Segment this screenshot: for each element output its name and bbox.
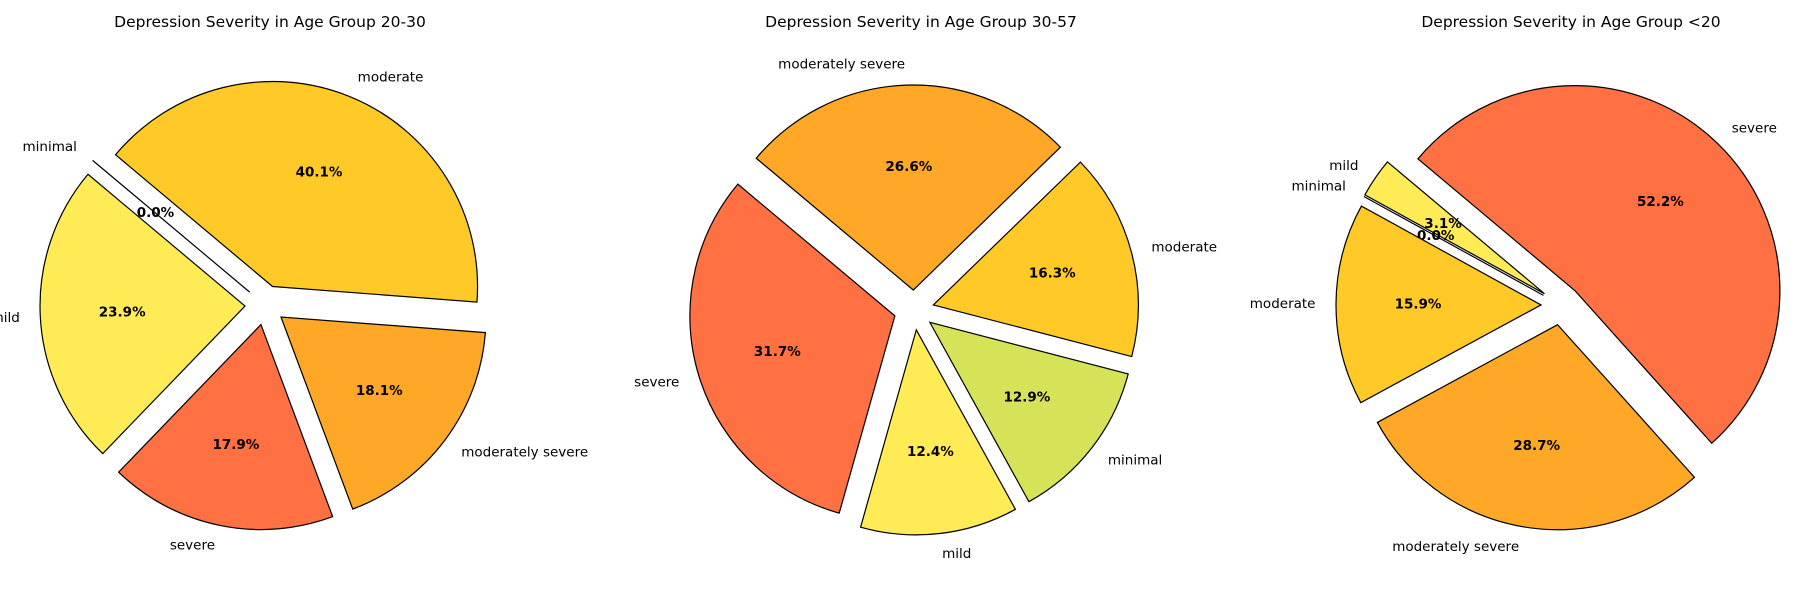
slice-label: moderately severe (778, 57, 905, 73)
slice-wedge (1417, 85, 1781, 445)
slice-percentage: 26.6% (885, 159, 932, 175)
slice-percentage: 52.2% (1637, 194, 1684, 210)
slice-percentage: 12.4% (907, 444, 954, 460)
slice-percentage: 28.7% (1513, 438, 1560, 454)
slice-severe: severe 17.9% (117, 323, 334, 553)
slice-label: moderate (1151, 239, 1217, 255)
slice-percentage: 18.1% (356, 383, 403, 399)
slice-wedge (117, 323, 334, 531)
slice-severe: severe 31.7% (634, 183, 896, 514)
slice-severe: severe 52.2% (1417, 85, 1781, 445)
slice-label: mild (1329, 158, 1358, 174)
slice-label: mild (0, 310, 20, 326)
slice-percentage: 40.1% (296, 165, 343, 181)
slice-moderate: moderate 40.1% (114, 70, 479, 303)
slice-mild: mild 12.4% (859, 328, 1017, 562)
pie-slices: severe 31.7% mild 12.4% minimal 12.9% moderate… (634, 57, 1217, 562)
slice-percentage: 16.3% (1029, 266, 1076, 282)
slice-wedge (755, 84, 1062, 291)
slice-percentage: 17.9% (212, 437, 259, 453)
slice-moderately-severe: moderately severe 28.7% (1376, 323, 1696, 555)
slice-label: minimal (23, 139, 77, 155)
slice-label: moderately severe (1392, 539, 1519, 555)
slice-percentage: 0.0% (1417, 228, 1455, 244)
slice-label: minimal (1108, 453, 1162, 469)
slice-label: moderate (1250, 296, 1316, 312)
slice-label: moderately severe (461, 445, 588, 461)
slice-wedge (92, 159, 251, 293)
slice-percentage: 15.9% (1395, 297, 1442, 313)
slice-wedge (1364, 161, 1545, 295)
slice-label: moderate (358, 70, 424, 86)
slice-moderately-severe: moderately severe 26.6% (755, 57, 1062, 291)
slice-mild: mild 23.9% (0, 173, 246, 455)
slice-percentage: 31.7% (754, 344, 801, 360)
pie-chart-age-20-30: Depression Severity in Age Group 20-30 m… (0, 13, 588, 553)
slice-moderate: moderate 15.9% (1250, 205, 1543, 404)
slice-wedge (1363, 195, 1544, 296)
slice-minimal: minimal 0.0% (1292, 179, 1544, 296)
pie-slices: minimal 0.0% mild 23.9% severe 17.9% moderatel… (0, 70, 588, 554)
slice-percentage: 12.9% (1004, 390, 1051, 406)
slice-wedge (1335, 205, 1543, 404)
slice-wedge (932, 161, 1139, 358)
slice-label: mild (942, 546, 971, 562)
slice-moderately-severe: moderately severe 18.1% (280, 316, 588, 510)
slice-mild: mild 3.1% (1329, 158, 1545, 295)
pie-chart-age-under-20: Depression Severity in Age Group <20 mil… (1250, 13, 1781, 555)
slice-percentage: 23.9% (99, 305, 146, 321)
slice-wedge (928, 321, 1129, 503)
pie-chart-age-30-57: Depression Severity in Age Group 30-57 s… (634, 13, 1217, 562)
slice-minimal: minimal 0.0% (23, 139, 251, 293)
chart-title: Depression Severity in Age Group <20 (1421, 13, 1720, 31)
slice-wedge (280, 316, 487, 510)
slice-minimal: minimal 12.9% (928, 321, 1162, 503)
slice-label: severe (170, 537, 215, 553)
slice-wedge (39, 173, 246, 455)
slice-percentage: 3.1% (1424, 216, 1462, 232)
slice-label: severe (634, 374, 679, 390)
slice-wedge (114, 80, 479, 303)
chart-title: Depression Severity in Age Group 30-57 (765, 13, 1077, 31)
slice-wedge (859, 328, 1017, 536)
slice-wedge (689, 183, 896, 514)
slice-label: severe (1732, 121, 1777, 137)
slice-percentage: 0.0% (137, 205, 175, 221)
slice-label: minimal (1292, 179, 1346, 195)
chart-title: Depression Severity in Age Group 20-30 (114, 13, 426, 31)
slice-moderate: moderate 16.3% (932, 161, 1217, 358)
slice-wedge (1376, 323, 1696, 531)
